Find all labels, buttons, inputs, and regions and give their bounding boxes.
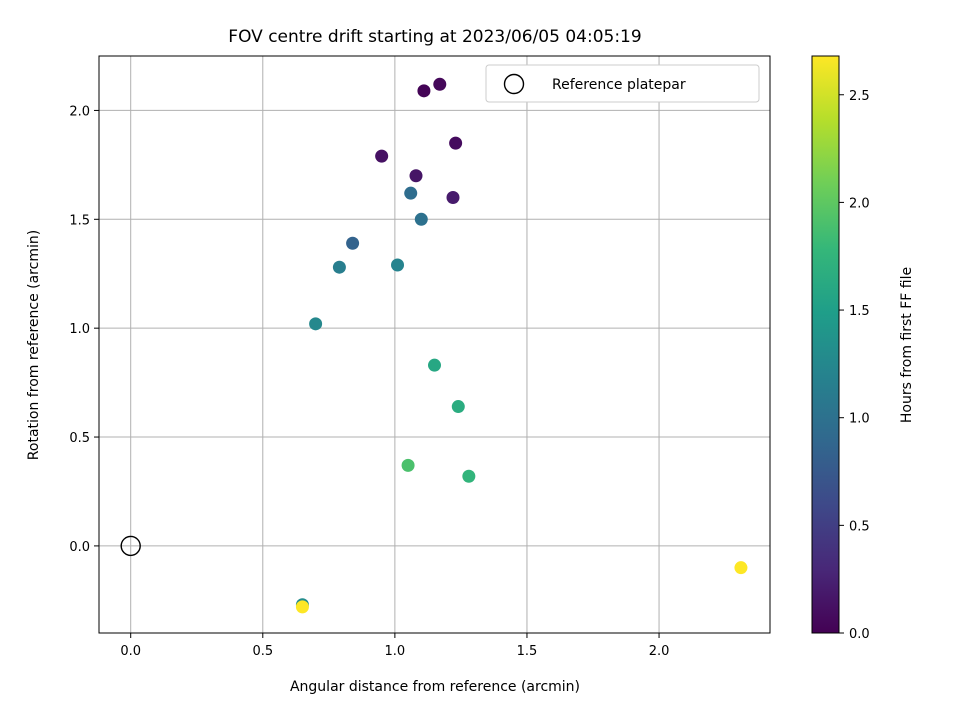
colorbar-label: Hours from first FF file	[899, 267, 915, 423]
chart-title: FOV centre drift starting at 2023/06/05 …	[228, 27, 641, 47]
data-point	[734, 561, 748, 575]
legend-box	[485, 64, 760, 103]
x-tick-label: 1.5	[517, 644, 538, 659]
data-point	[346, 236, 360, 250]
data-point	[391, 258, 405, 272]
data-point	[401, 458, 415, 472]
reference-platepar-marker	[120, 535, 141, 557]
data-point	[449, 136, 463, 150]
data-point	[428, 358, 441, 372]
legend-label: Reference platepar	[552, 77, 686, 93]
data-point	[375, 149, 389, 163]
y-tick-label: 0.0	[69, 540, 90, 555]
y-tick-label: 0.5	[69, 431, 90, 446]
y-tick-label: 1.5	[69, 213, 90, 228]
colorbar-ticks: 0.0 0.5 1.0 1.5 2.0 2.5	[839, 89, 870, 642]
y-tick-label: 2.0	[69, 104, 90, 119]
data-point	[332, 260, 346, 274]
plot-area	[98, 55, 771, 634]
data-point	[404, 186, 418, 200]
x-axis-ticks: 0.0 0.5 1.0 1.5 2.0	[120, 633, 669, 659]
data-point	[433, 77, 447, 91]
data-point	[462, 469, 476, 483]
data-point	[417, 84, 431, 98]
legend: Reference platepar	[485, 64, 760, 103]
colorbar-gradient	[812, 56, 839, 633]
colorbar-tick-label: 2.0	[849, 196, 870, 211]
data-point	[309, 317, 323, 331]
data-point	[414, 212, 428, 226]
y-axis-label: Rotation from reference (arcmin)	[26, 230, 42, 460]
plot-background	[99, 56, 770, 633]
colorbar-tick-label: 2.5	[849, 89, 870, 104]
data-points	[295, 77, 748, 614]
y-axis-ticks: 0.0 0.5 1.0 1.5 2.0	[69, 104, 99, 555]
legend-reference-marker	[503, 73, 525, 95]
x-tick-label: 2.0	[649, 644, 670, 659]
reference-marker-layer	[120, 535, 141, 557]
x-tick-label: 1.0	[385, 644, 406, 659]
colorbar-tick-label: 1.5	[849, 304, 870, 319]
colorbar-tick-label: 0.5	[849, 519, 870, 534]
x-tick-label: 0.5	[252, 644, 273, 659]
data-point	[409, 169, 423, 183]
colorbar: 0.0 0.5 1.0 1.5 2.0 2.5 Hours from first FF f…	[811, 55, 915, 642]
x-axis-label: Angular distance from reference (arcmin)	[290, 679, 580, 695]
plot-frame	[98, 55, 771, 634]
y-tick-label: 1.0	[69, 322, 90, 337]
colorbar-tick-label: 0.0	[849, 627, 870, 642]
data-point	[451, 400, 465, 414]
data-point	[295, 600, 309, 614]
colorbar-tick-label: 1.0	[849, 412, 870, 427]
x-tick-label: 0.0	[120, 644, 141, 659]
colorbar-frame	[811, 55, 840, 634]
grid-lines	[99, 56, 770, 633]
data-point	[446, 191, 460, 205]
